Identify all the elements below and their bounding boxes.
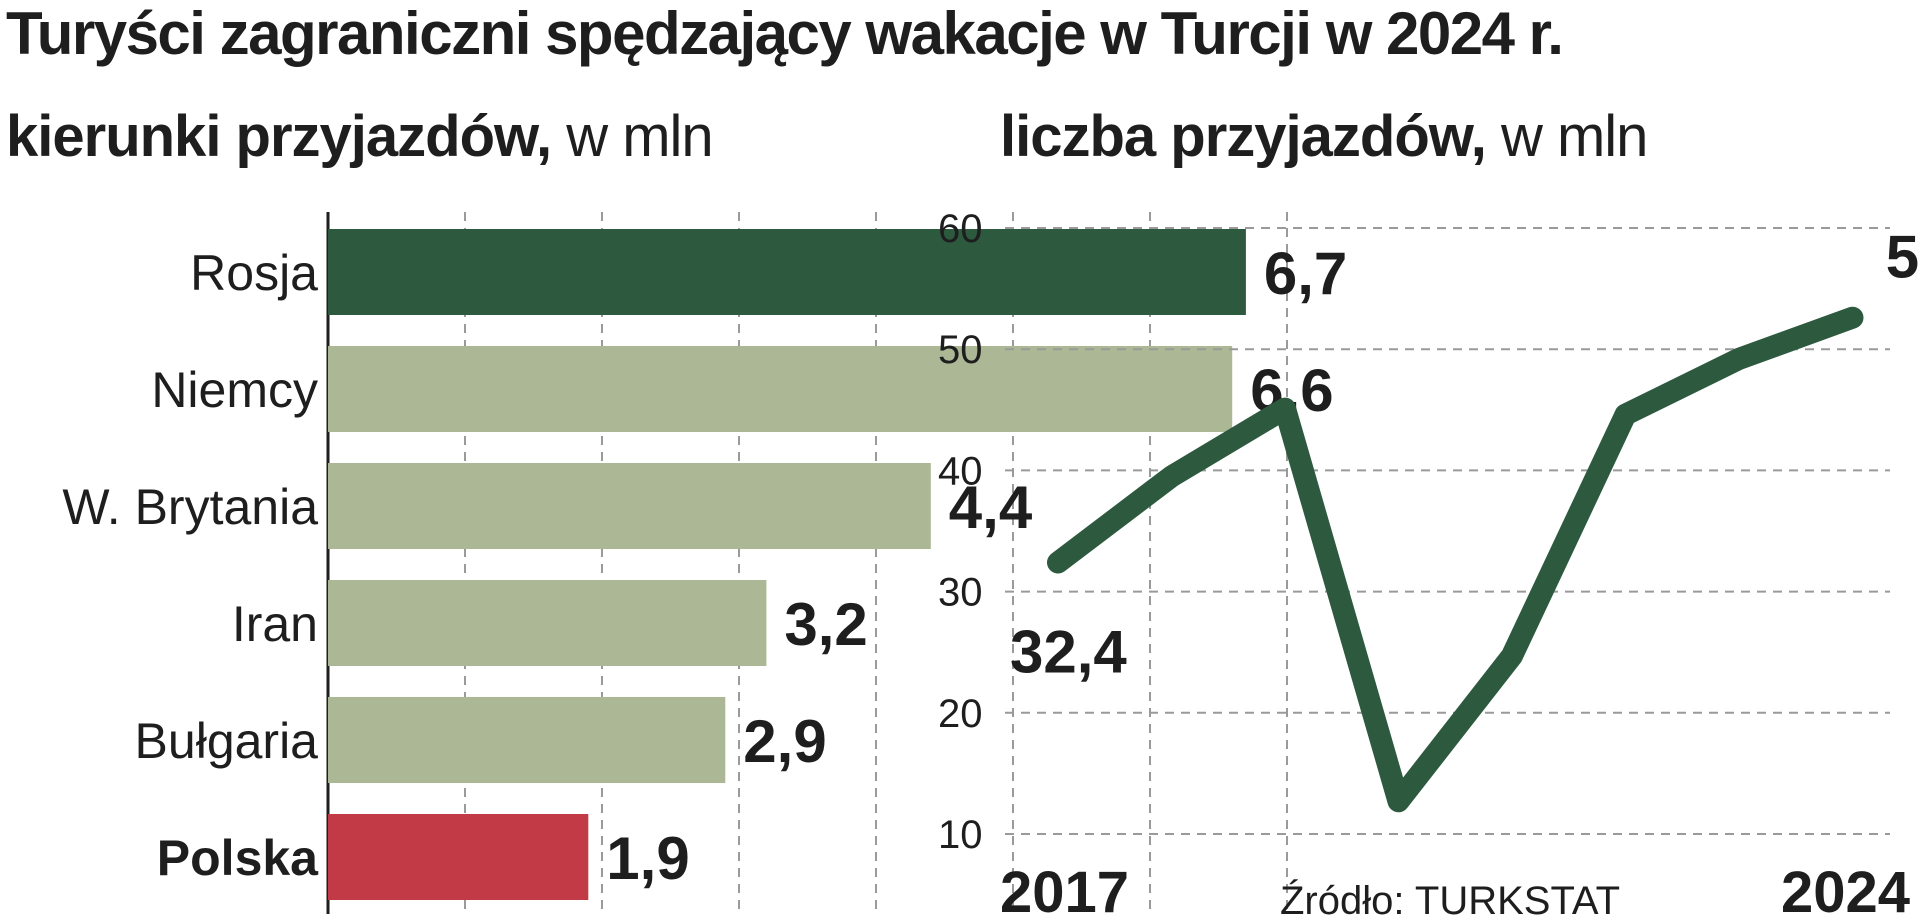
line-chart-subtitle: liczba przyjazdów, w mln: [1000, 108, 1648, 166]
bar-value-label: 6,7: [1264, 240, 1347, 307]
bar-category-label: Polska: [157, 830, 319, 886]
bar-category-label: Bułgaria: [135, 713, 319, 769]
source-label: Źródło: TURKSTAT: [1280, 878, 1620, 923]
bar-bułgaria: [328, 697, 726, 783]
line-chart-subtitle-unit: w mln: [1485, 104, 1648, 169]
bar-category-label: W. Brytania: [62, 479, 318, 535]
y-tick-label: 60: [938, 207, 983, 251]
annotation-last-value: 52,6: [1886, 224, 1920, 291]
bar-category-label: Iran: [232, 596, 318, 652]
y-tick-label: 40: [938, 449, 983, 493]
y-tick-label: 50: [938, 328, 983, 372]
x-tick-label-first: 2017: [1000, 860, 1129, 924]
bar-value-label: 1,9: [606, 825, 689, 892]
arrivals-point-2017: [1057, 561, 1059, 564]
arrivals-line: [1047, 306, 1864, 813]
bar-value-label: 2,9: [743, 708, 826, 775]
arrivals-point-2019: [1284, 407, 1286, 410]
y-tick-label: 10: [938, 813, 983, 857]
arrivals-point-2023: [1738, 357, 1740, 360]
line-chart-subtitle-strong: liczba przyjazdów,: [1000, 104, 1487, 169]
bar-iran: [328, 580, 767, 666]
arrivals-point-2018: [1170, 475, 1173, 478]
bar-chart-subtitle: kierunki przyjazdów, w mln: [6, 108, 714, 166]
arrivals-point-2020: [1397, 800, 1400, 803]
arrivals-point-2024: [1851, 316, 1854, 319]
line-chart: 10 20 30 40 50 60 32,4 52,6 2017 2024: [938, 207, 1920, 924]
bar-niemcy: [328, 346, 1233, 432]
annotation-first-value: 32,4: [1010, 619, 1127, 686]
bar-category-label: Niemcy: [151, 362, 318, 418]
bar-category-label: Rosja: [190, 245, 318, 301]
bar-chart-subtitle-unit: w mln: [551, 104, 713, 169]
x-tick-label-last: 2024: [1781, 860, 1910, 924]
chart-title: Turyści zagraniczni spędzający wakacje w…: [6, 0, 1564, 67]
y-tick-label: 20: [938, 692, 983, 736]
bar-value-label: 3,2: [784, 591, 867, 658]
y-tick-label: 30: [938, 571, 983, 615]
bar-chart-subtitle-strong: kierunki przyjazdów,: [6, 104, 552, 169]
arrivals-point-2022: [1624, 413, 1627, 416]
bar-rosja: [328, 229, 1246, 315]
bar-value-label: 4,4: [949, 474, 1033, 541]
bar-w-brytania: [328, 463, 931, 549]
arrivals-point-2021: [1511, 654, 1513, 657]
bar-polska: [328, 814, 589, 900]
